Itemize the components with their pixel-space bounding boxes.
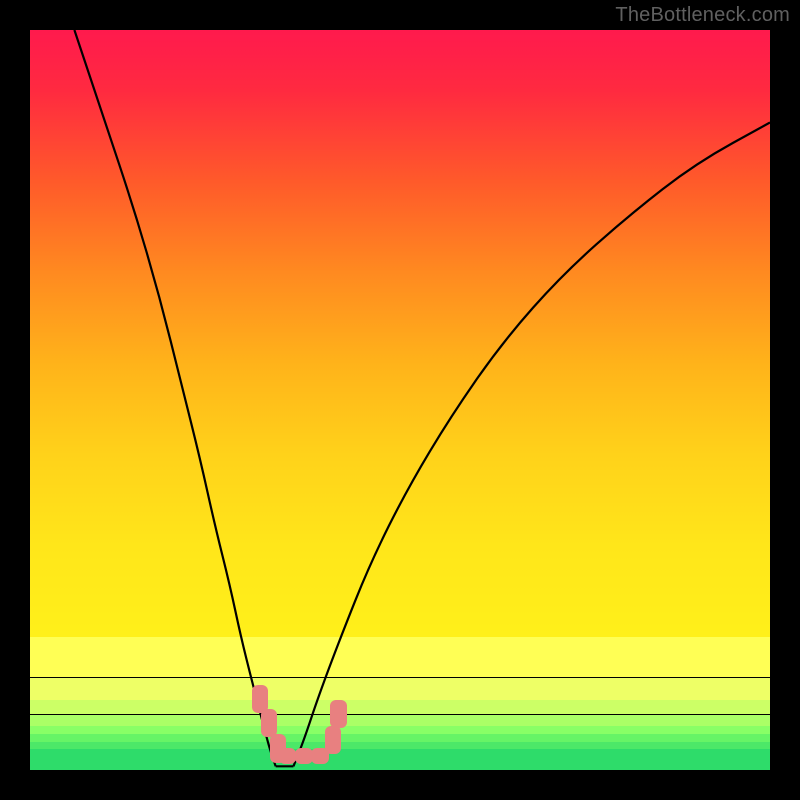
plot-area [30,30,770,770]
watermark-text: TheBottleneck.com [615,4,790,27]
curve-right [293,123,770,767]
data-marker [279,748,297,764]
v-curve-svg [30,30,770,770]
data-marker [261,709,277,737]
data-marker [325,726,341,754]
data-marker [330,700,346,728]
chart-canvas: TheBottleneck.com [0,0,800,800]
curve-left [74,30,275,766]
data-marker [295,748,313,764]
